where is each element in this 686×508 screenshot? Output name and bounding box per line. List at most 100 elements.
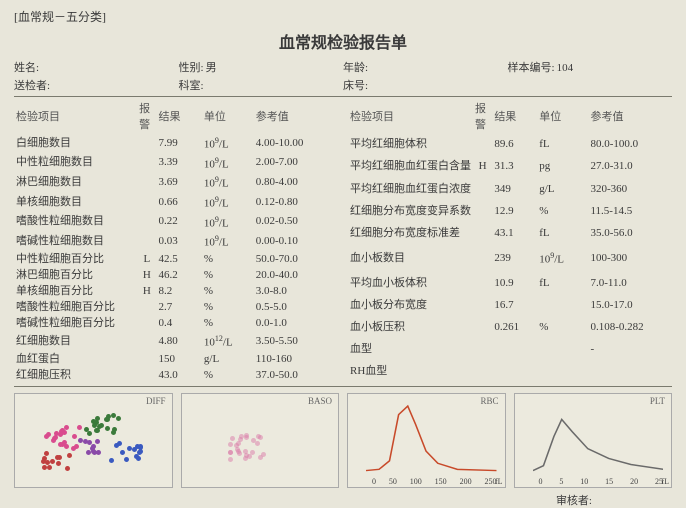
table-header-row: 检验项目 报警 结果 单位 参考值 [348,99,672,133]
scatter-dot [95,439,100,444]
axis-tick: 0 [372,477,376,486]
cell-unit [537,338,588,360]
cell-name: 红细胞分布宽度标准差 [348,222,473,244]
scatter-dot [105,426,110,431]
scatter-dot [228,457,233,462]
table-row: 单核细胞数目0.66109/L0.12-0.80 [14,192,338,212]
cell-unit: 109/L [537,244,588,271]
sex-label: 性别: [179,62,204,74]
sample-no-value: 104 [557,62,574,74]
table-row: 白细胞数目7.99109/L4.00-10.00 [14,133,338,153]
cell-ref [588,360,672,382]
scatter-dot [250,450,255,455]
cell-unit: fL [537,271,588,293]
cell-result: 0.66 [157,192,202,212]
col-ref: 参考值 [588,99,672,133]
cell-name: 嗜酸性粒细胞数目 [14,212,137,232]
axis-tick: 0 [539,477,543,486]
col-result: 结果 [157,99,202,133]
cell-warn [473,177,492,199]
cell-warn [473,244,492,271]
cell-warn: H [137,267,156,283]
cell-warn [137,133,156,153]
report-title: 血常规检验报告单 [14,29,672,53]
cell-name: 中性粒细胞数目 [14,153,137,173]
cell-name: 平均红细胞血红蛋白含量 [348,155,473,177]
cell-ref: - [588,338,672,360]
left-table: 检验项目 报警 结果 单位 参考值 白细胞数目7.99109/L4.00-10.… [14,99,338,383]
table-row: 中性粒细胞百分比L42.5%50.0-70.0 [14,251,338,267]
chart-rbc: RBC 050100150200250 fL [347,393,506,488]
axis-tick: 50 [389,477,397,486]
cell-ref: 2.00-7.00 [254,153,338,173]
table-row: 嗜酸性粒细胞数目0.22109/L0.02-0.50 [14,212,338,232]
cell-ref: 110-160 [254,351,338,367]
axis-tick: 5 [559,477,563,486]
col-unit: 单位 [202,99,254,133]
cell-result: 150 [157,351,202,367]
sender-label: 送检者: [14,80,50,92]
cell-warn [137,212,156,232]
cell-unit: 109/L [202,153,254,173]
col-warn: 报警 [137,99,156,133]
cell-name: RH血型 [348,360,473,382]
cell-warn [473,200,492,222]
scatter-dot [116,416,121,421]
scatter-dot [77,425,82,430]
cell-warn: H [137,283,156,299]
cell-unit: 109/L [202,231,254,251]
scatter-dot [124,457,129,462]
footer: 审核者: [14,492,672,508]
cell-ref: 20.0-40.0 [254,267,338,283]
table-row: 血小板数目239109/L100-300 [348,244,672,271]
cell-result: 8.2 [157,283,202,299]
scatter-dot [228,450,233,455]
cell-warn [473,133,492,155]
chart-diff-label: DIFF [146,396,166,406]
cell-ref: 0.80-4.00 [254,172,338,192]
scatter-dot [62,430,67,435]
cell-result: 31.3 [492,155,537,177]
cell-warn [137,315,156,331]
cell-unit: % [202,299,254,315]
col-ref: 参考值 [254,99,338,133]
axis-tick: 10 [580,477,588,486]
cell-unit: % [202,315,254,331]
scatter-dot [56,461,61,466]
scatter-dot [255,441,260,446]
axis-tick: 20 [630,477,638,486]
col-name: 检验项目 [348,99,473,133]
meta-row-2: 送检者: 科室: 床号: [14,77,672,93]
meta-row-1: 姓名: 性别:男 年龄: 样本编号:104 [14,59,672,75]
plt-unit: fL [661,477,669,486]
rbc-unit: fL [495,477,503,486]
table-row: 血型 - [348,338,672,360]
cell-ref: 35.0-56.0 [588,222,672,244]
cell-result: 3.69 [157,172,202,192]
cell-unit: 109/L [202,133,254,153]
cell-ref: 3.0-8.0 [254,283,338,299]
cell-warn [137,367,156,383]
table-row: 淋巴细胞数目3.69109/L0.80-4.00 [14,172,338,192]
cell-unit: % [202,251,254,267]
cell-name: 平均血小板体积 [348,271,473,293]
cell-name: 血型 [348,338,473,360]
scatter-dot [138,449,143,454]
name-label: 姓名: [14,62,39,74]
cell-result [492,338,537,360]
cell-unit [537,360,588,382]
chart-baso: BASO [181,393,340,488]
cell-name: 白细胞数目 [14,133,137,153]
table-header-row: 检验项目 报警 结果 单位 参考值 [14,99,338,133]
table-row: 平均红细胞血红蛋白浓度349g/L320-360 [348,177,672,199]
cell-warn [473,222,492,244]
cell-name: 嗜碱性粒细胞数目 [14,231,137,251]
cell-ref: 0.02-0.50 [254,212,338,232]
cell-warn [137,192,156,212]
cell-result: 0.22 [157,212,202,232]
cell-result: 89.6 [492,133,537,155]
right-table: 检验项目 报警 结果 单位 参考值 平均红细胞体积89.6fL80.0-100.… [348,99,672,383]
cell-ref: 100-300 [588,244,672,271]
cell-result: 42.5 [157,251,202,267]
cell-result: 239 [492,244,537,271]
